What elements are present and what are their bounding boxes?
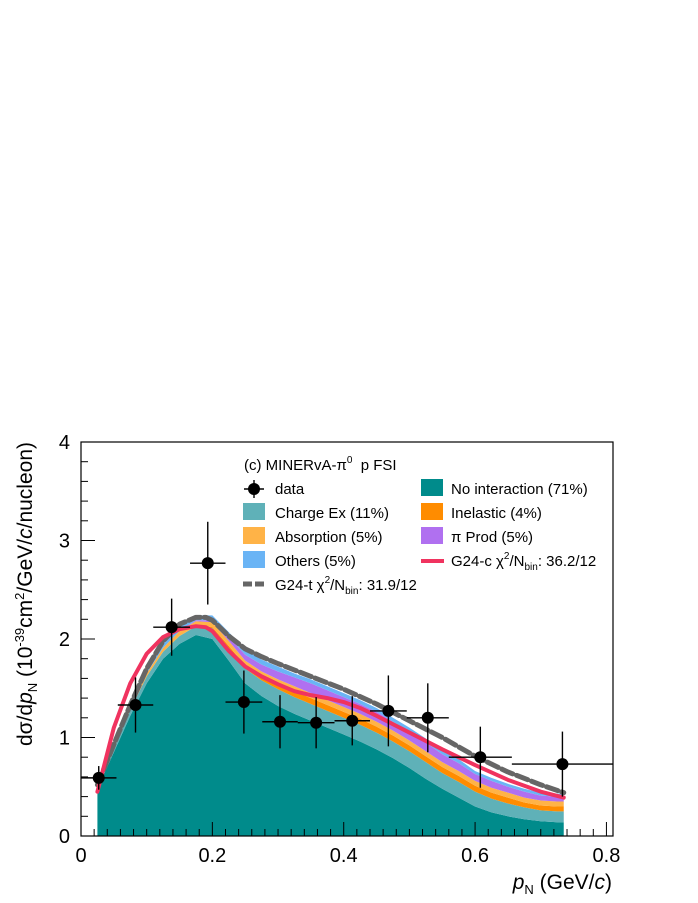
data-marker (556, 758, 569, 771)
stacked-areas (97, 615, 564, 836)
data-point (448, 726, 512, 788)
g24t-b: /N (330, 577, 345, 594)
y-tick-label: 1 (59, 728, 70, 750)
legend-label-charge-ex: Charge Ex (11%) (275, 505, 389, 522)
y-tick-label: 2 (59, 629, 70, 651)
data-marker (92, 771, 105, 784)
legend-label-pi-prod: π Prod (5%) (451, 529, 533, 546)
data-point (117, 677, 154, 733)
curve-g24-c (95, 624, 566, 800)
data-point (225, 670, 263, 734)
data-point (406, 683, 449, 753)
g24t-sq: 2 (325, 575, 331, 586)
data-marker (310, 716, 323, 729)
legend-title-prefix: (c) MINERvA-π (244, 457, 347, 474)
x-title-sub: N (524, 882, 533, 897)
legend-data-symbol (244, 480, 264, 498)
y-title-p: p (14, 692, 37, 705)
data-point (262, 695, 298, 749)
y-title-c: cm (14, 600, 37, 628)
y-title-exp: -39 (12, 628, 27, 647)
x-title-close: ) (605, 871, 612, 894)
legend-swatch-charge-ex (243, 503, 265, 520)
data-marker (474, 751, 487, 764)
data-marker (201, 557, 214, 570)
data-marker (165, 621, 178, 634)
x-title-c: c (595, 871, 606, 894)
g24c-sq: 2 (504, 551, 510, 562)
data-marker (129, 698, 142, 711)
y-tick-label: 4 (59, 432, 70, 454)
g24c-a: G24-c χ (451, 553, 504, 570)
axes: 0 0.2 0.4 0.6 0.8 0 1 2 3 4 (59, 432, 620, 867)
legend: (c) MINERvA-π0 p FSI data Charge Ex (11%… (243, 455, 596, 597)
model-curves (94, 614, 567, 800)
legend-swatch-no-interaction (421, 479, 443, 496)
data-marker (421, 711, 434, 724)
g24t-sub: bin (345, 586, 358, 597)
area-charge-ex-11 (97, 626, 564, 823)
g24c-b: /N (509, 553, 524, 570)
data-point (334, 696, 370, 746)
legend-label-inelastic: Inelastic (4%) (451, 505, 542, 522)
x-tick-label: 0.6 (461, 845, 489, 867)
y-title-cc: c (14, 528, 37, 539)
legend-swatch-inelastic (421, 503, 443, 520)
data-point (190, 521, 226, 605)
x-title-units: (GeV/ (534, 871, 595, 894)
y-title-d: /GeV/ (14, 539, 37, 593)
legend-title-sup: 0 (347, 455, 353, 466)
data-point (81, 766, 117, 790)
x-tick-label: 0.8 (593, 845, 621, 867)
y-title-sub: N (25, 683, 40, 692)
y-title-e: /nucleon) (14, 442, 37, 528)
g24c-c: : 36.2/12 (538, 553, 596, 570)
legend-label-others: Others (5%) (275, 553, 356, 570)
data-point (511, 731, 613, 797)
g24t-a: G24-t χ (275, 577, 325, 594)
x-tick-label: 0.2 (198, 845, 226, 867)
legend-label-g24c: G24-c χ2/Nbin: 36.2/12 (451, 551, 596, 573)
data-marker (382, 704, 395, 717)
data-points (81, 521, 613, 797)
x-axis-title: pN (GeV/c) (512, 871, 612, 897)
y-axis-title: dσ/dpN (10-39cm2/GeV/c/nucleon) (12, 442, 40, 746)
area-no-interaction-71 (97, 635, 564, 836)
legend-label-g24t: G24-t χ2/Nbin: 31.9/12 (275, 575, 417, 597)
legend-title: (c) MINERvA-π0 p FSI (244, 455, 397, 474)
g24c-sub: bin (524, 562, 537, 573)
data-marker (346, 714, 359, 727)
legend-swatch-pi-prod (421, 527, 443, 544)
y-tick-label: 3 (59, 531, 70, 553)
data-marker (274, 715, 287, 728)
y-title-sq: 2 (12, 593, 27, 600)
y-title-b: (10 (14, 647, 37, 683)
legend-label-no-interaction: No interaction (71%) (451, 481, 588, 498)
data-point (153, 598, 191, 656)
y-tick-label: 0 (59, 826, 70, 848)
curve-g24-t (94, 614, 567, 796)
legend-data-label: data (275, 481, 305, 498)
legend-swatch-others (243, 551, 265, 568)
data-point (297, 697, 335, 749)
x-tick-label: 0.4 (330, 845, 358, 867)
data-point (369, 675, 407, 747)
data-marker (237, 696, 250, 709)
g24t-c: : 31.9/12 (358, 577, 416, 594)
x-title-p: p (512, 871, 525, 894)
legend-label-absorption: Absorption (5%) (275, 529, 383, 546)
legend-swatch-absorption (243, 527, 265, 544)
x-tick-label: 0 (75, 845, 86, 867)
legend-title-suffix: p FSI (352, 457, 396, 474)
y-title-a: dσ/d (14, 704, 37, 746)
